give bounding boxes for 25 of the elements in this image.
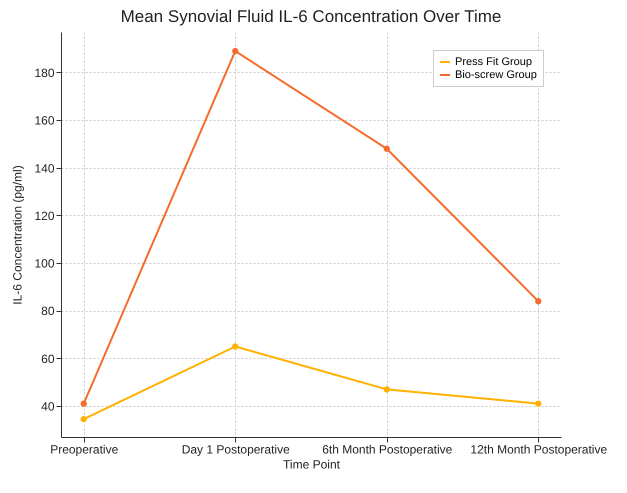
point bbox=[232, 48, 238, 54]
x-tick-label: Day 1 Postoperative bbox=[182, 442, 290, 456]
legend-label: Bio-screw Group bbox=[455, 69, 537, 81]
y-tick-label: 80 bbox=[41, 304, 55, 318]
point bbox=[384, 386, 390, 393]
y-tick-label: 40 bbox=[41, 400, 55, 414]
point bbox=[535, 400, 542, 407]
point bbox=[80, 416, 87, 422]
x-tick-label: 12th Month Postoperative bbox=[470, 442, 608, 456]
x-tick-label: Preoperative bbox=[50, 442, 119, 456]
y-tick-label: 180 bbox=[34, 66, 55, 80]
chart-title: Mean Synovial Fluid IL-6 Concentration Over Time bbox=[120, 7, 502, 26]
y-tick-label: 60 bbox=[41, 352, 55, 366]
point bbox=[232, 343, 238, 350]
legend-label: Press Fit Group bbox=[455, 56, 532, 68]
y-tick-label: 100 bbox=[34, 256, 55, 271]
y-tick-label: 140 bbox=[34, 161, 55, 176]
point bbox=[384, 146, 390, 152]
x-axis-title: Time Point bbox=[283, 458, 341, 472]
x-tick-label: 6th Month Postoperative bbox=[322, 442, 453, 456]
y-tick-label: 160 bbox=[34, 114, 55, 128]
point bbox=[80, 400, 87, 407]
point bbox=[535, 298, 542, 304]
y-tick-label: 120 bbox=[34, 208, 55, 223]
y-axis-title: IL-6 Concentration (pg/ml) bbox=[10, 165, 24, 305]
